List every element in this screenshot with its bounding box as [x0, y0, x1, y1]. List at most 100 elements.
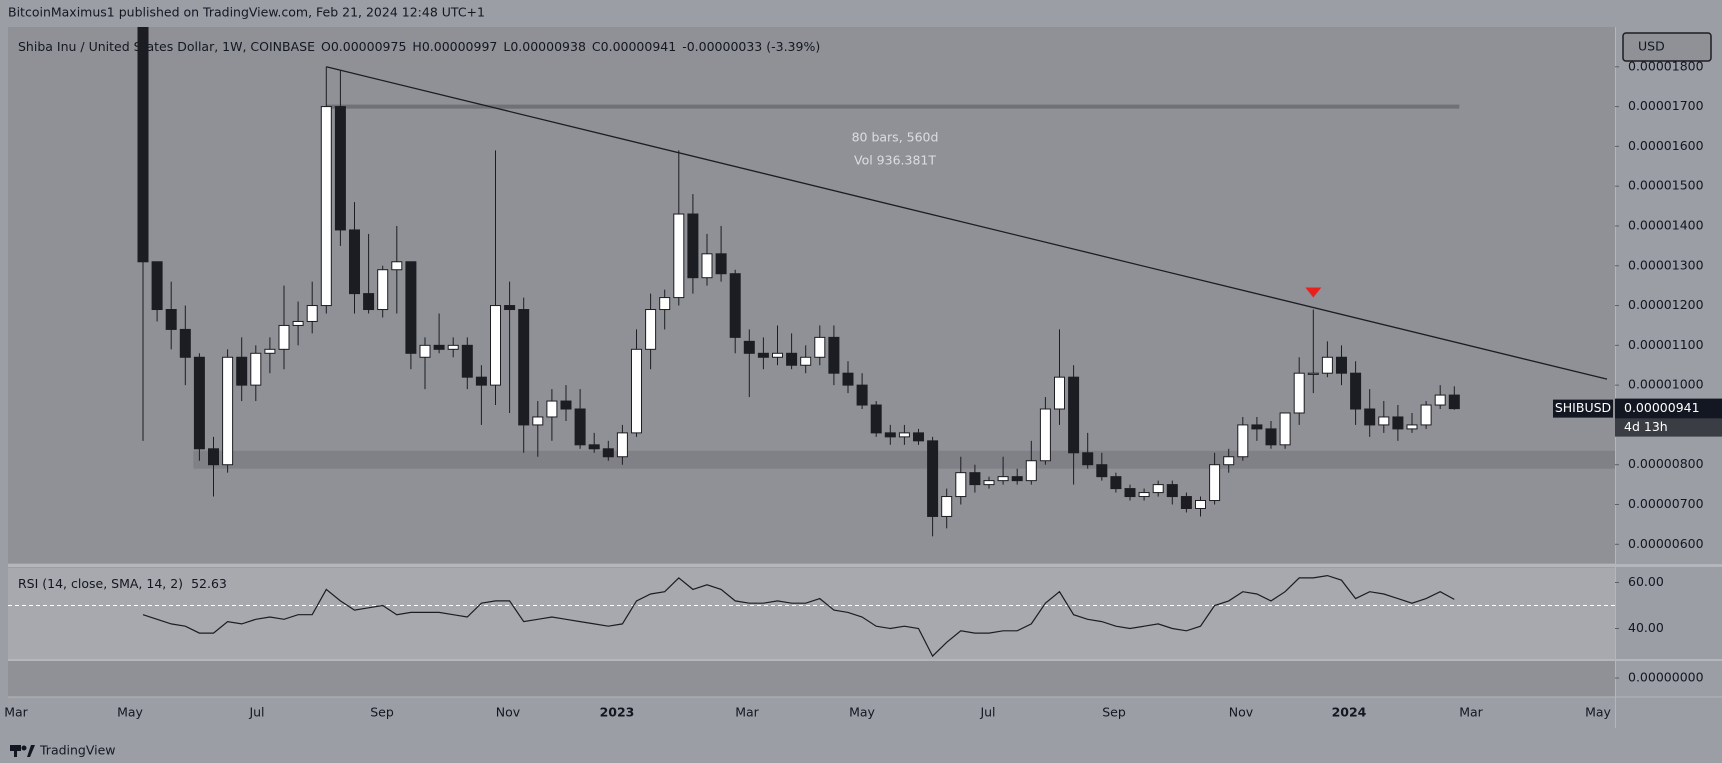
candle-body — [955, 472, 967, 498]
candle-body — [165, 309, 177, 330]
ohlc-value: 0.00000997 — [422, 39, 498, 54]
candle-body — [137, 27, 149, 263]
candle-body — [349, 229, 360, 295]
candle-body — [616, 432, 628, 458]
candle-body — [532, 416, 544, 426]
ohlc-value: 0.00000941 — [601, 39, 677, 54]
ohlc-key: L — [503, 39, 510, 54]
candle-body — [391, 261, 403, 271]
candle-body — [222, 356, 234, 466]
candle-body — [588, 444, 600, 450]
candle-body — [1350, 372, 1362, 410]
rsi-tick-label: 40.00 — [1628, 620, 1664, 635]
trendline — [326, 66, 1608, 380]
candle-body — [1392, 416, 1404, 430]
candle-body — [1448, 394, 1460, 410]
candle-body — [1251, 424, 1263, 430]
ohlc-value: 0.00000938 — [510, 39, 586, 54]
candle-body — [983, 480, 995, 486]
candle-body — [419, 344, 431, 358]
x-tick-label: Mar — [735, 705, 759, 720]
candle-body — [433, 344, 445, 350]
candle-body — [828, 336, 840, 374]
candle-body — [1321, 356, 1333, 374]
y-tick-label: 0.00001800 — [1628, 58, 1704, 73]
candle-body — [490, 305, 501, 386]
candle-body — [334, 106, 346, 231]
x-tick-label: Jul — [248, 705, 264, 720]
candle-body — [1039, 408, 1051, 462]
candle-body — [1378, 416, 1390, 426]
candle-body — [687, 213, 699, 279]
candle-body — [1336, 356, 1347, 374]
currency-button[interactable] — [1622, 32, 1712, 62]
footer-brand: TradingView — [39, 743, 116, 758]
price-badge — [1615, 398, 1722, 419]
candle-body — [250, 352, 262, 386]
change: -0.00000033 (-3.39%) — [682, 39, 820, 54]
y-tick-label: 0.00001300 — [1628, 257, 1704, 272]
candle-body — [1180, 496, 1192, 509]
candle-body — [659, 297, 671, 311]
candle-body — [1138, 492, 1150, 498]
candle-body — [1209, 464, 1221, 502]
candle-body — [743, 340, 755, 354]
ohlc-key: H — [412, 39, 421, 54]
candle-body — [715, 253, 727, 275]
support-zone — [193, 450, 1615, 469]
candle-body — [1195, 500, 1206, 509]
candle-body — [560, 400, 572, 410]
symbol-badge — [1553, 399, 1613, 418]
plot — [137, 27, 1615, 537]
candle-body — [772, 352, 783, 358]
candle-body — [814, 336, 826, 358]
ohlc-key: C — [592, 39, 601, 54]
rsi-pane — [8, 568, 1615, 660]
candle-body — [193, 356, 205, 450]
y-tick-label: 0.00001000 — [1628, 377, 1704, 392]
rsi-line — [142, 574, 1455, 658]
candle-body — [1265, 428, 1277, 446]
candle-body — [1434, 394, 1446, 406]
candle-body — [1420, 404, 1432, 426]
candle-body — [363, 293, 375, 311]
y-tick-label: 0.00001500 — [1628, 178, 1704, 193]
candle-body — [546, 400, 558, 418]
candle-body — [320, 106, 332, 307]
x-tick-label: Jul — [979, 705, 995, 720]
x-tick-label: Sep — [370, 705, 394, 720]
candle-body — [461, 344, 473, 378]
candle-body — [757, 352, 769, 358]
candle-body — [306, 305, 318, 322]
y-tick-label: 0.00001700 — [1628, 98, 1704, 113]
x-tick-label: Nov — [496, 705, 521, 720]
candle-body — [1293, 372, 1305, 414]
rsi-label: RSI (14, close, SMA, 14, 2) — [18, 576, 183, 591]
ohlc-key: O — [321, 39, 331, 54]
symbol-title: Shiba Inu / United States Dollar, 1W, CO… — [18, 39, 315, 54]
candle-body — [377, 269, 389, 311]
candle-body — [997, 476, 1009, 482]
ohlc-value: 0.00000975 — [331, 39, 407, 54]
candle-body — [898, 432, 910, 438]
candle-body — [1025, 460, 1037, 482]
candle-body — [518, 309, 530, 426]
candle-body — [447, 344, 459, 350]
countdown-badge — [1615, 418, 1722, 437]
candle-body — [179, 328, 191, 358]
x-tick-label: 2023 — [600, 705, 635, 720]
rsi-last: 52.63 — [191, 576, 227, 591]
candle-body — [1223, 456, 1235, 466]
candle-body — [236, 356, 248, 386]
candle-body — [1124, 488, 1136, 498]
y-tick-label: 0.00001600 — [1628, 138, 1704, 153]
candle-body — [673, 213, 685, 299]
candle-body — [786, 352, 798, 366]
currency[interactable]: USD — [1638, 39, 1665, 54]
candle-body — [278, 324, 290, 350]
candle-body — [969, 472, 981, 486]
countdown: 4d 13h — [1624, 419, 1668, 434]
candle-body — [1237, 424, 1249, 458]
footer-logo — [10, 745, 35, 757]
